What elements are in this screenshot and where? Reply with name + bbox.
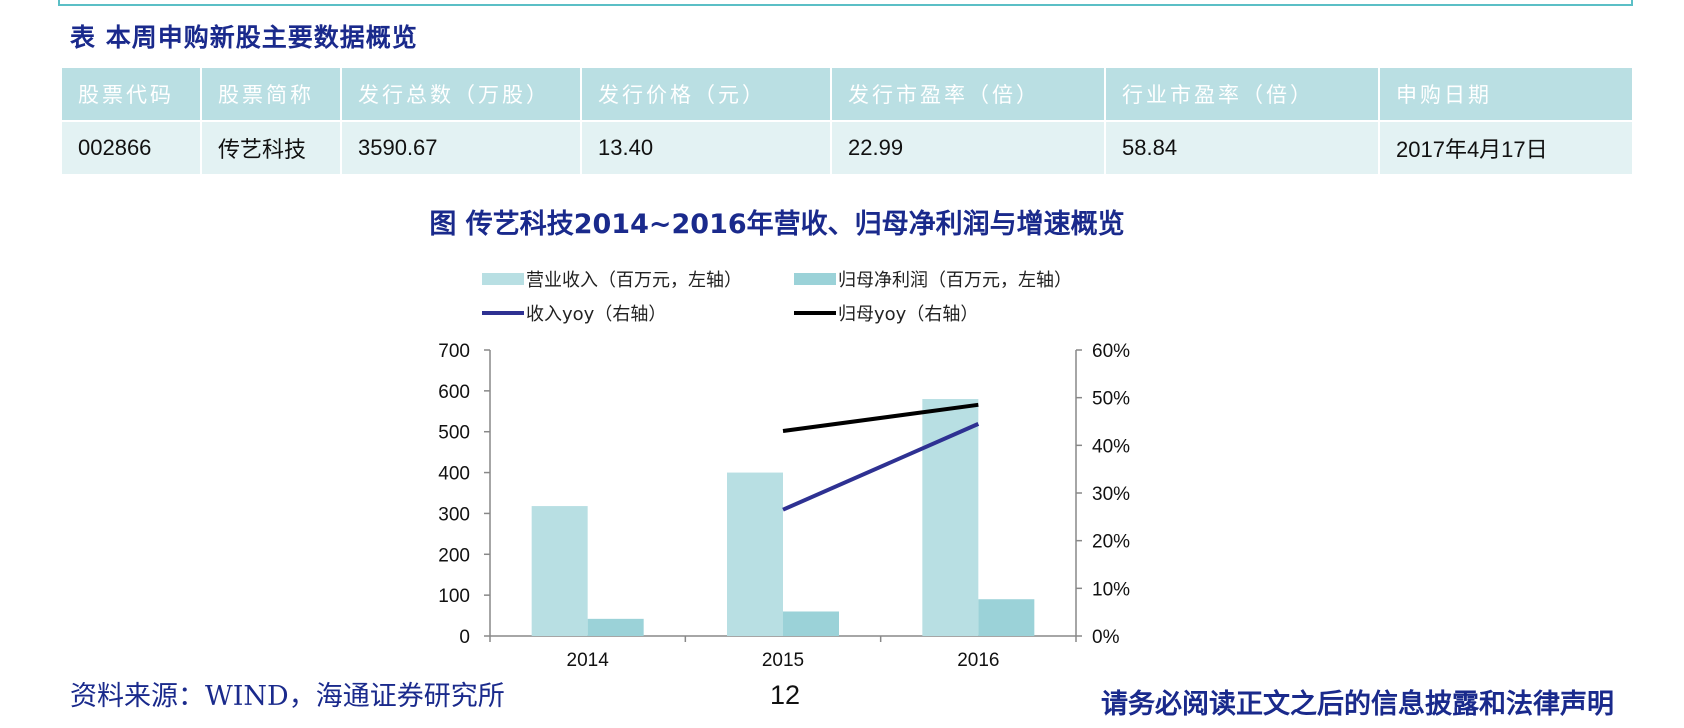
revenue-bar [922,399,979,636]
net-profit-bar [587,618,644,636]
left-tick-label: 200 [438,545,470,566]
top-frame-border [58,0,1633,6]
header-issue-price: 发行价格（元） [582,68,830,120]
x-tick-label: 2015 [762,650,804,671]
cell-issue-pe: 22.99 [832,122,1104,174]
left-tick-label: 100 [438,586,470,607]
legend-revenue-swatch [482,273,524,285]
net-profit-bar [978,599,1035,636]
net-profit-bar [783,611,839,636]
left-tick-label: 400 [438,464,470,485]
header-stock-code: 股票代码 [62,68,200,120]
cell-issue-shares: 3590.67 [342,122,580,174]
net-profit-yoy-line [782,402,979,434]
right-tick-label: 30% [1092,484,1130,505]
x-tick-label: 2016 [957,650,999,671]
right-tick-label: 0% [1092,627,1120,648]
header-stock-name: 股票简称 [202,68,340,120]
disclaimer-note: 请务必阅读正文之后的信息披露和法律声明 [1101,689,1614,720]
right-tick-label: 60% [1092,341,1130,362]
cell-stock-code: 002866 [62,122,200,174]
ipo-data-table: 股票代码 股票简称 发行总数（万股） 发行价格（元） 发行市盈率（倍） 行业市盈… [60,66,1634,176]
x-tick-label: 2014 [567,650,610,671]
legend-net-profit-swatch [794,273,836,285]
header-issue-pe: 发行市盈率（倍） [832,68,1104,120]
cell-issue-price: 13.40 [582,122,830,174]
cell-stock-name: 传艺科技 [202,122,340,174]
left-tick-label: 600 [438,382,470,403]
header-subscribe-date: 申购日期 [1380,68,1632,120]
revenue-bar [727,472,783,636]
left-tick-label: 0 [459,627,470,648]
cell-subscribe-date: 2017年4月17日 [1380,122,1632,174]
right-tick-label: 10% [1092,579,1130,600]
legend-label: 收入yoy（右轴） [526,304,666,325]
table-row: 002866 传艺科技 3590.67 13.40 22.99 58.84 20… [62,122,1632,174]
right-tick-label: 40% [1092,436,1130,457]
header-industry-pe: 行业市盈率（倍） [1106,68,1378,120]
left-tick-label: 500 [438,423,470,444]
legend-label: 归母yoy（右轴） [838,304,978,325]
revenue-yoy-line [782,422,980,512]
left-tick-label: 300 [438,504,470,525]
right-tick-label: 50% [1092,389,1130,410]
table-header-row: 股票代码 股票简称 发行总数（万股） 发行价格（元） 发行市盈率（倍） 行业市盈… [62,68,1632,120]
header-issue-shares: 发行总数（万股） [342,68,580,120]
legend-label: 归母净利润（百万元，左轴） [838,270,1072,291]
legend-label: 营业收入（百万元，左轴） [526,270,742,291]
revenue-bar [531,506,588,636]
table-title: 表 本周申购新股主要数据概览 [70,23,418,52]
page-number: 12 [770,680,801,710]
chart-title: 图 传艺科技2014~2016年营收、归母净利润与增速概览 [429,209,1125,240]
right-tick-label: 20% [1092,532,1130,553]
left-tick-label: 700 [438,341,470,362]
cell-industry-pe: 58.84 [1106,122,1378,174]
data-source-note: 资料来源：WIND，海通证券研究所 [70,681,505,712]
